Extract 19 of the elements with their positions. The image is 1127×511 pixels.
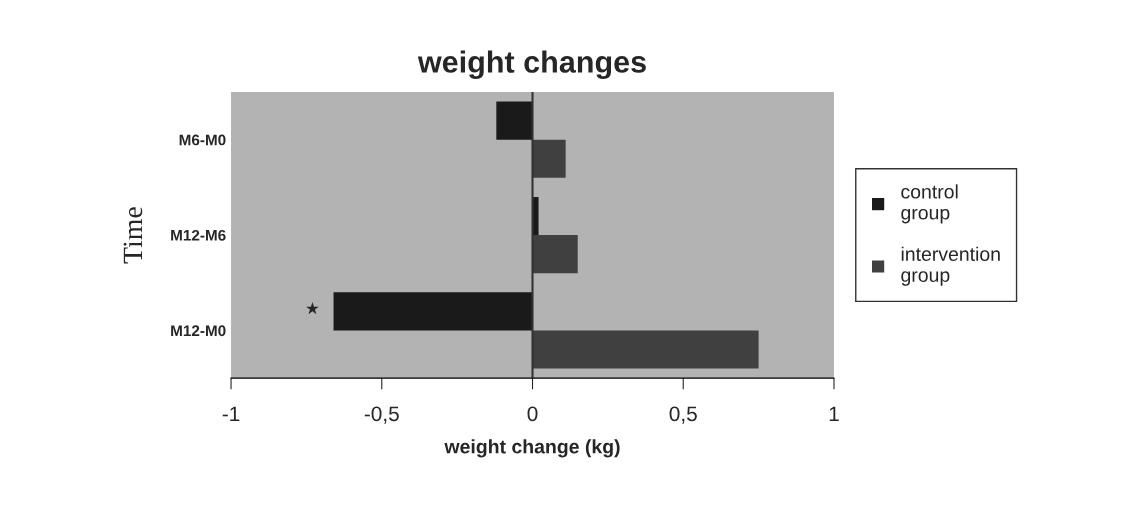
y-tick-label: M12-M0 bbox=[171, 325, 226, 337]
legend-label: intervention group bbox=[901, 246, 1000, 286]
y-tick-label: M6-M0 bbox=[179, 134, 226, 146]
legend-label: control group bbox=[901, 184, 958, 224]
bar bbox=[532, 235, 578, 274]
bar bbox=[532, 139, 566, 178]
x-tick-label: 1 bbox=[829, 406, 839, 422]
x-axis-title: weight change (kg) bbox=[444, 439, 620, 458]
y-tick-label: M12-M6 bbox=[171, 229, 226, 241]
bar bbox=[532, 330, 759, 369]
y-axis-title: Time bbox=[123, 207, 143, 264]
bar bbox=[496, 101, 533, 140]
x-tick-label: 0,5 bbox=[669, 406, 697, 424]
x-tick-label: 0 bbox=[527, 406, 538, 422]
x-tick-label: -1 bbox=[222, 406, 240, 422]
annotation: ★ bbox=[306, 302, 319, 315]
x-tick-label: -0,5 bbox=[364, 406, 399, 424]
bar bbox=[333, 292, 533, 331]
chart-title: weight changes bbox=[417, 50, 646, 80]
